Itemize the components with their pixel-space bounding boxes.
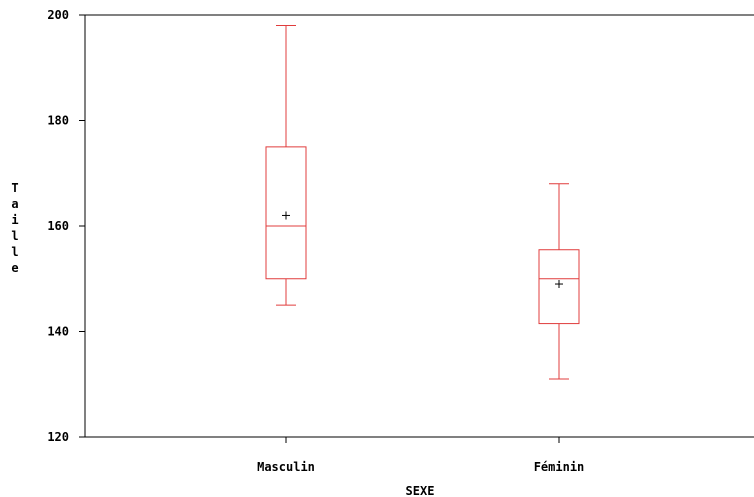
y-axis: 120 140 160 180 200 <box>47 8 85 444</box>
box-1 <box>538 183 580 380</box>
boxes <box>265 25 580 380</box>
x-tick-label-0: Masculin <box>257 460 315 474</box>
y-tick-label-160: 160 <box>47 219 69 233</box>
x-tick-label-1: Féminin <box>534 460 585 474</box>
mean-marker <box>555 280 563 289</box>
y-tick-label-140: 140 <box>47 325 69 339</box>
y-tick-label-180: 180 <box>47 114 69 128</box>
y-tick-label-120: 120 <box>47 430 69 444</box>
x-axis: Masculin Féminin <box>257 437 584 474</box>
iqr-box <box>265 146 307 280</box>
box-0 <box>265 25 307 306</box>
plot-frame <box>84 14 754 438</box>
y-tick-label-200: 200 <box>47 8 69 22</box>
iqr-box <box>538 249 580 325</box>
x-axis-title: SEXE <box>406 484 435 497</box>
mean-marker <box>282 211 290 220</box>
